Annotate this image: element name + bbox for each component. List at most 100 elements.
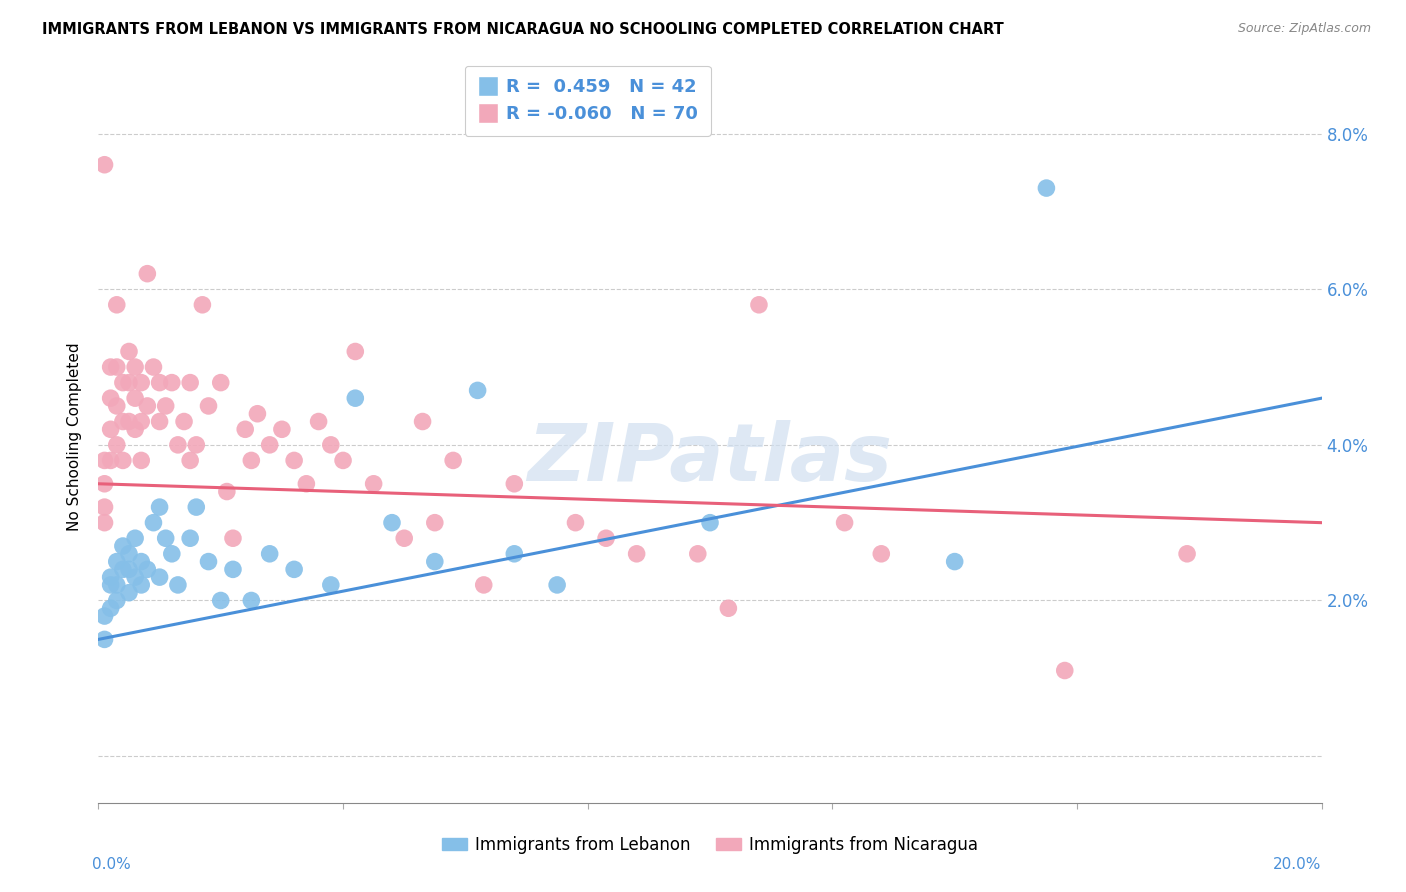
Point [160, 547, 183, 561]
Point [129, 555, 152, 569]
Point [100, 601, 122, 615]
Point [124, 422, 146, 436]
Point [344, 344, 367, 359]
Point [699, 516, 721, 530]
Point [93, 476, 115, 491]
Point [295, 476, 318, 491]
Point [129, 415, 152, 429]
Point [686, 547, 709, 561]
Point [319, 578, 342, 592]
Point [93, 158, 115, 172]
Point [392, 531, 416, 545]
Point [105, 359, 128, 374]
Point [870, 547, 893, 561]
Point [124, 391, 146, 405]
Point [332, 453, 354, 467]
Point [93, 453, 115, 467]
Point [111, 562, 134, 576]
Point [124, 570, 146, 584]
Point [100, 570, 122, 584]
Point [564, 516, 586, 530]
Point [118, 376, 141, 390]
Point [1035, 181, 1057, 195]
Point [129, 453, 152, 467]
Point [412, 415, 434, 429]
Point [105, 578, 128, 592]
Point [179, 453, 201, 467]
Point [129, 376, 152, 390]
Point [381, 516, 404, 530]
Point [118, 547, 141, 561]
Point [136, 267, 159, 281]
Point [209, 593, 232, 607]
Point [105, 298, 128, 312]
Point [105, 438, 128, 452]
Point [100, 578, 122, 592]
Point [626, 547, 648, 561]
Point [167, 438, 190, 452]
Point [222, 562, 245, 576]
Point [259, 547, 281, 561]
Point [142, 359, 165, 374]
Point [197, 399, 219, 413]
Point [423, 555, 446, 569]
Point [105, 555, 128, 569]
Point [222, 531, 245, 545]
Point [136, 399, 159, 413]
Point [142, 516, 165, 530]
Point [179, 376, 201, 390]
Point [467, 384, 489, 398]
Point [160, 376, 183, 390]
Point [472, 578, 495, 592]
Text: 0.0%: 0.0% [93, 857, 131, 872]
Point [100, 359, 122, 374]
Point [503, 547, 526, 561]
Text: Source: ZipAtlas.com: Source: ZipAtlas.com [1237, 22, 1371, 36]
Point [100, 422, 122, 436]
Point [186, 438, 208, 452]
Point [149, 500, 172, 515]
Point [118, 585, 141, 599]
Point [503, 476, 526, 491]
Point [717, 601, 740, 615]
Point [1053, 664, 1076, 678]
Point [308, 415, 330, 429]
Point [111, 415, 134, 429]
Point [197, 555, 219, 569]
Point [111, 539, 134, 553]
Point [186, 500, 208, 515]
Point [748, 298, 770, 312]
Point [1175, 547, 1198, 561]
Point [546, 578, 568, 592]
Point [344, 391, 367, 405]
Point [240, 453, 263, 467]
Point [283, 562, 305, 576]
Point [118, 562, 141, 576]
Point [179, 531, 201, 545]
Point [155, 531, 177, 545]
Point [93, 516, 115, 530]
Point [149, 415, 172, 429]
Legend: Immigrants from Lebanon, Immigrants from Nicaragua: Immigrants from Lebanon, Immigrants from… [436, 829, 984, 860]
Point [943, 555, 966, 569]
Point [441, 453, 464, 467]
Point [124, 531, 146, 545]
Point [100, 391, 122, 405]
Point [155, 399, 177, 413]
Point [270, 422, 292, 436]
Point [136, 562, 159, 576]
Point [283, 453, 305, 467]
Point [93, 632, 115, 647]
Point [209, 376, 232, 390]
Point [423, 516, 446, 530]
Point [111, 376, 134, 390]
Point [100, 453, 122, 467]
Point [93, 500, 115, 515]
Point [111, 453, 134, 467]
Point [233, 422, 256, 436]
Point [124, 359, 146, 374]
Y-axis label: No Schooling Completed: No Schooling Completed [67, 343, 83, 532]
Point [259, 438, 281, 452]
Point [118, 415, 141, 429]
Point [173, 415, 195, 429]
